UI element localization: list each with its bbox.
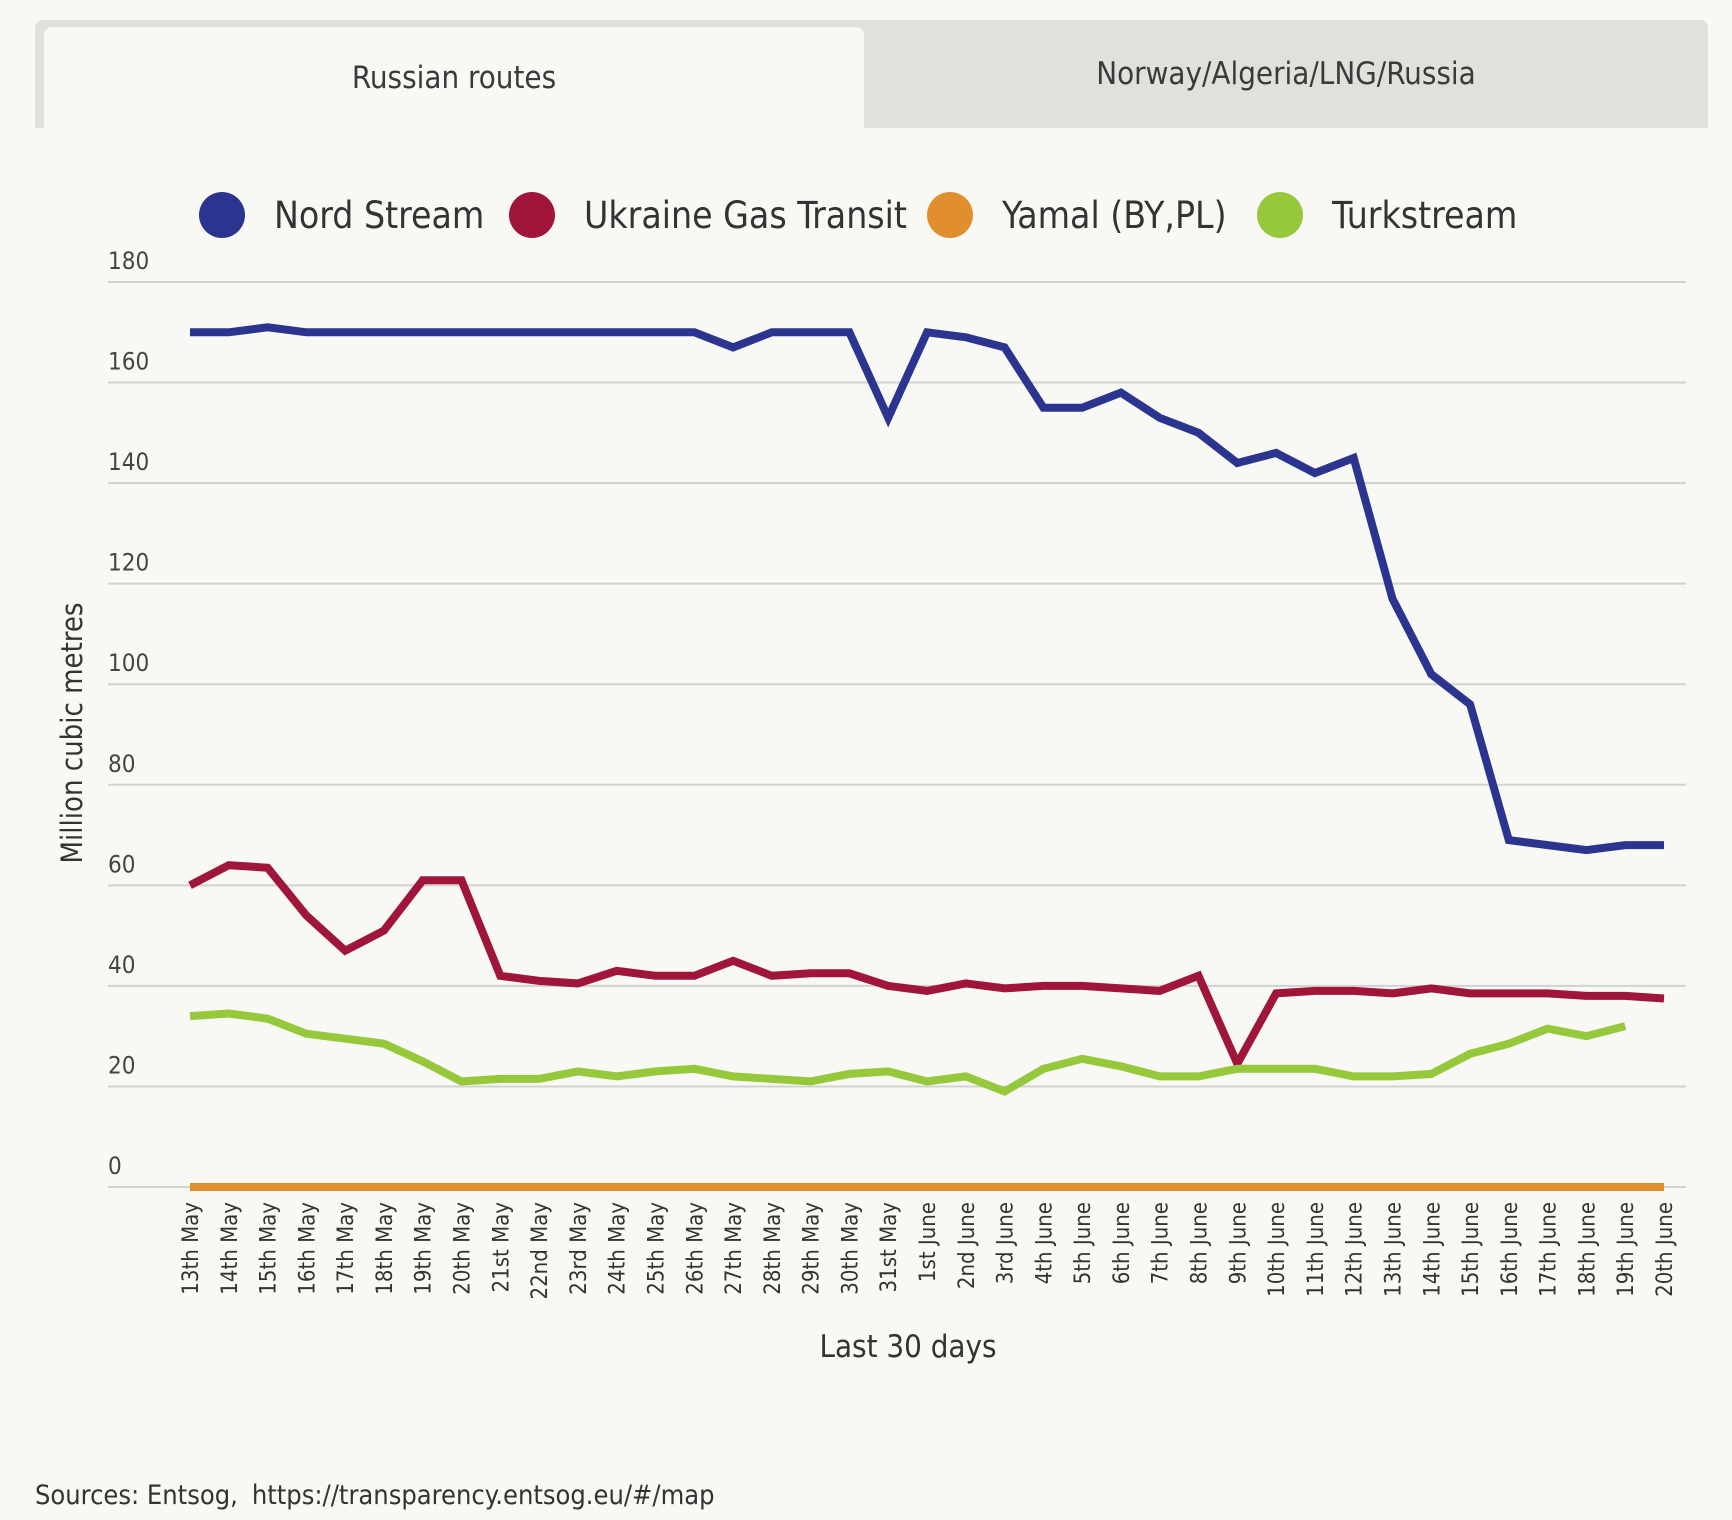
sources-link[interactable]: https://transparency.entsog.eu/#/map bbox=[251, 1480, 715, 1511]
sources-label: Sources: Entsog, bbox=[35, 1480, 238, 1511]
x-tick-label: 17th May bbox=[334, 1202, 359, 1295]
y-axis-label: Million cubic metres bbox=[55, 602, 89, 863]
x-tick-label: 12th June bbox=[1343, 1202, 1368, 1297]
legend-label: Turkstream bbox=[1331, 194, 1517, 237]
y-tick-label: 120 bbox=[108, 549, 149, 577]
x-tick-label: 20th June bbox=[1653, 1202, 1678, 1297]
line-chart: 0 20 40 60 80 100 120 140 160 180 13th May 14th May… bbox=[55, 192, 1686, 1365]
y-tick-label: 0 bbox=[108, 1152, 122, 1180]
y-tick-label: 80 bbox=[108, 750, 135, 778]
legend-marker bbox=[509, 192, 555, 238]
y-tick-label: 20 bbox=[108, 1051, 135, 1079]
y-tick-label: 40 bbox=[108, 951, 135, 979]
x-tick-label: 27th May bbox=[722, 1202, 747, 1295]
x-tick-label: 10th June bbox=[1265, 1202, 1290, 1297]
y-tick-label: 60 bbox=[108, 850, 135, 878]
tab-bar: Russian routes Norway/Algeria/LNG/Russia bbox=[35, 20, 1708, 128]
x-tick-label: 30th May bbox=[838, 1202, 863, 1295]
x-tick-label: 19th June bbox=[1614, 1202, 1639, 1297]
x-tick-label: 6th June bbox=[1110, 1202, 1135, 1284]
y-tick-label: 160 bbox=[108, 348, 149, 376]
series-line-nord-stream bbox=[190, 323, 1664, 855]
x-axis-label: Last 30 days bbox=[819, 1329, 996, 1365]
x-tick-label: 28th May bbox=[761, 1202, 786, 1295]
y-tick-label: 100 bbox=[108, 649, 149, 677]
x-tick-label: 13th May bbox=[179, 1202, 204, 1295]
y-tick-label: 140 bbox=[108, 448, 149, 476]
x-tick-label: 21st May bbox=[489, 1202, 514, 1293]
x-tick-label: 13th June bbox=[1381, 1202, 1406, 1297]
x-tick-label: 22nd May bbox=[528, 1202, 553, 1300]
legend-label: Yamal (BY,PL) bbox=[1001, 194, 1227, 237]
x-tick-label: 16th May bbox=[295, 1202, 320, 1295]
x-tick-label: 24th May bbox=[606, 1202, 631, 1295]
x-tick-label: 14th June bbox=[1420, 1202, 1445, 1297]
series-line-turkstream bbox=[189, 1009, 1627, 1096]
x-tick-label: 1st June bbox=[916, 1202, 941, 1282]
x-tick-label: 16th June bbox=[1498, 1202, 1523, 1297]
y-tick-label: 180 bbox=[108, 247, 149, 275]
x-tick-label: 3rd June bbox=[994, 1202, 1019, 1284]
x-tick-label: 2nd June bbox=[955, 1202, 980, 1289]
legend-marker bbox=[199, 192, 245, 238]
x-tick-label: 25th May bbox=[644, 1202, 669, 1295]
x-tick-label: 4th June bbox=[1032, 1202, 1057, 1284]
legend-marker bbox=[927, 192, 973, 238]
x-tick-label: 18th May bbox=[373, 1202, 398, 1295]
series-line-ukraine-gas-transit bbox=[188, 861, 1665, 1073]
x-tick-label: 7th June bbox=[1149, 1202, 1174, 1284]
tab-norway-algeria-lng-russia[interactable]: Norway/Algeria/LNG/Russia bbox=[1096, 56, 1476, 92]
x-tick-label: 26th May bbox=[683, 1202, 708, 1295]
x-tick-label: 20th May bbox=[451, 1202, 476, 1295]
x-tick-label: 11th June bbox=[1304, 1202, 1329, 1297]
x-tick-label: 8th June bbox=[1188, 1202, 1213, 1284]
x-tick-label: 14th May bbox=[218, 1202, 243, 1295]
x-tick-label: 9th June bbox=[1226, 1202, 1251, 1284]
x-tick-label: 23rd May bbox=[567, 1202, 592, 1295]
sources-note: Sources: Entsog, https://transparency.ent… bbox=[35, 1480, 715, 1511]
x-tick-label: 18th June bbox=[1575, 1202, 1600, 1297]
x-tick-label: 31st May bbox=[877, 1202, 902, 1293]
legend-label: Nord Stream bbox=[274, 194, 484, 237]
tab-russian-routes[interactable]: Russian routes bbox=[44, 27, 864, 128]
x-tick-label: 5th June bbox=[1071, 1202, 1096, 1284]
x-tick-label: 15th May bbox=[257, 1202, 282, 1295]
legend-marker bbox=[1257, 192, 1303, 238]
x-tick-label: 19th May bbox=[412, 1202, 437, 1295]
legend-label: Ukraine Gas Transit bbox=[584, 194, 907, 237]
x-tick-label: 29th May bbox=[800, 1202, 825, 1295]
x-tick-label: 17th June bbox=[1537, 1202, 1562, 1297]
x-tick-label: 15th June bbox=[1459, 1202, 1484, 1297]
